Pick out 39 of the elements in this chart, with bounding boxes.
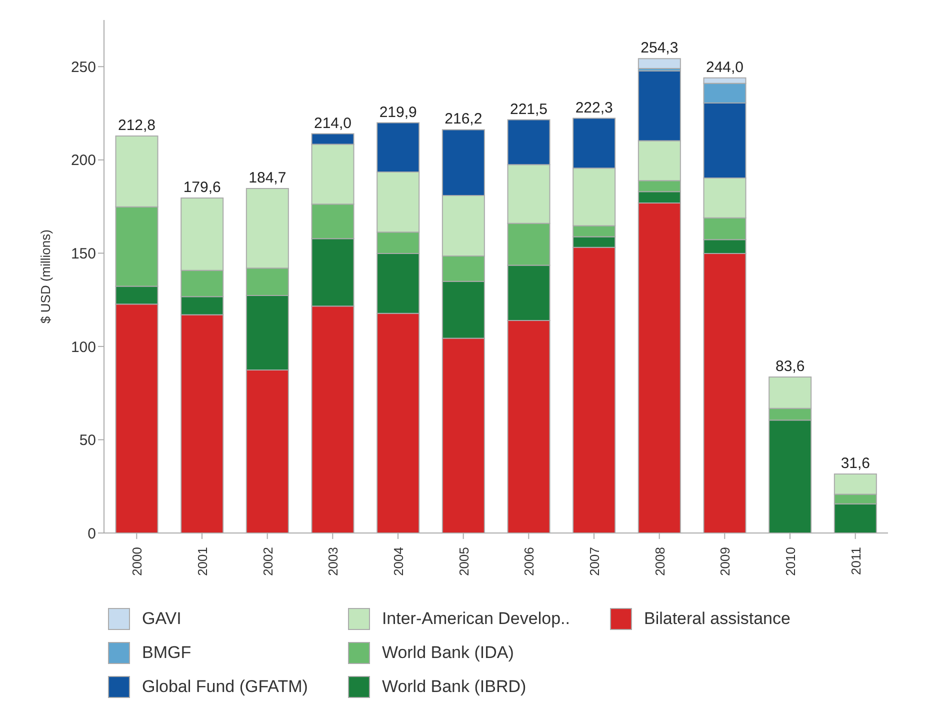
y-tick-label: 250: [70, 58, 96, 76]
y-axis-title: $ USD (millions): [38, 230, 53, 324]
total-label: 214,0: [314, 114, 352, 132]
y-tick-label: 100: [70, 338, 96, 356]
legend-label: Bilateral assistance: [644, 609, 790, 629]
y-tick-label: 150: [70, 246, 96, 263]
total-label: 244,0: [706, 58, 744, 76]
total-label: 83,6: [775, 358, 805, 376]
x-tick-label: 2009: [718, 547, 733, 576]
total-label: 184,7: [248, 169, 286, 186]
legend-label: Inter-American Develop..: [382, 609, 570, 629]
total-label: 219,9: [379, 104, 417, 121]
total-label: 216,2: [444, 110, 482, 128]
total-label: 222,3: [575, 99, 613, 116]
total-label: 31,6: [840, 455, 870, 472]
total-label: 254,3: [640, 40, 678, 57]
x-tick-label: 2006: [522, 547, 537, 576]
legend-label: World Bank (IBRD): [382, 677, 526, 697]
y-tick-label: 50: [79, 432, 96, 450]
x-tick-label: 2011: [848, 547, 864, 575]
y-tick-label: 200: [70, 152, 96, 170]
x-tick-label: 2010: [783, 547, 798, 576]
x-tick-label: 2008: [652, 547, 668, 576]
x-tick-label: 2002: [260, 547, 276, 576]
x-tick-label: 2005: [456, 547, 472, 576]
legend-label: World Bank (IDA): [382, 643, 514, 663]
total-label: 179,6: [183, 178, 221, 196]
x-tick-label: 2001: [195, 547, 210, 576]
x-tick-label: 2007: [587, 547, 602, 576]
y-tick-label: 0: [88, 525, 96, 542]
legend-label: GAVI: [142, 609, 182, 629]
x-tick-label: 2003: [326, 547, 341, 576]
x-tick-label: 2004: [391, 547, 406, 576]
total-label: 221,5: [510, 100, 548, 118]
total-label: 212,8: [118, 117, 156, 134]
bar: [638, 58, 681, 69]
legend-label: BMGF: [142, 643, 192, 663]
x-tick-label: 2000: [130, 547, 145, 576]
legend-label: Global Fund (GFATM): [142, 677, 308, 697]
